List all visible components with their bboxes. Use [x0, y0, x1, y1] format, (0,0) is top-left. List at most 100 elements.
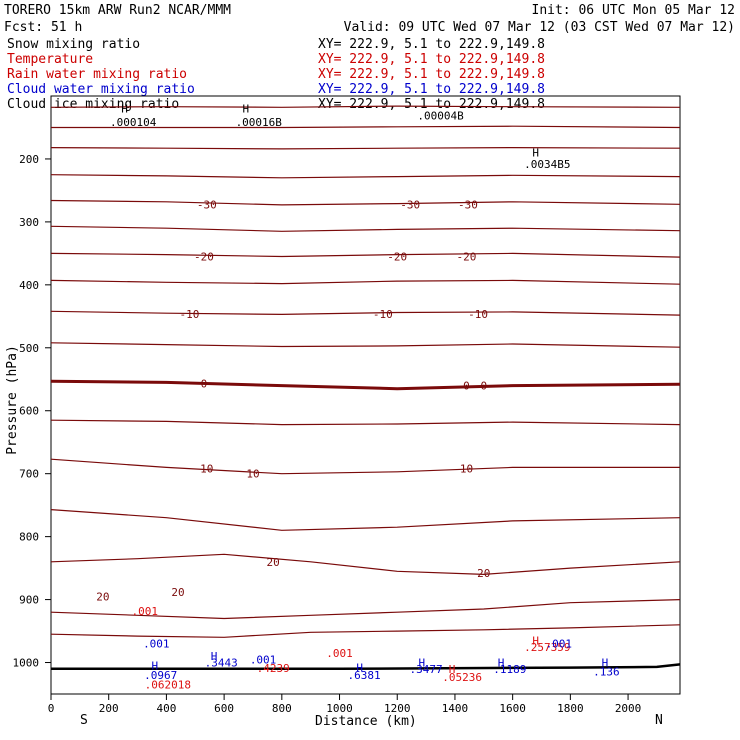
legend-item-2: Rain water mixing ratio: [7, 67, 187, 82]
contour-label-18: 20: [171, 586, 184, 599]
legend: Snow mixing ratio XY= 222.9, 5.1 to 222.9…: [7, 37, 545, 112]
x-tick-label-1800: 1800: [557, 702, 584, 715]
temperature-contour--45: [51, 125, 681, 129]
legend-xy-2: XY= 222.9, 5.1 to 222.9,149.8: [318, 67, 545, 82]
contour-label-35: .001: [326, 647, 353, 660]
temperature-contour-20: [50, 553, 681, 576]
contour-label-22: .00016B: [236, 116, 283, 129]
axes: Distance (km) Pressure (hPa) S N 0 200 400…: [5, 153, 663, 729]
contour-label-13: 10: [246, 468, 259, 481]
y-tick-label-200: 200: [19, 153, 39, 166]
legend-item-4: Cloud ice mixing ratio: [7, 97, 179, 112]
legend-xy-4: XY= 222.9, 5.1 to 222.9,149.8: [318, 97, 545, 112]
temperature-contour--40: [50, 146, 681, 150]
temperature-contour--25: [50, 225, 681, 232]
y-tick-label-1000: 1000: [13, 657, 40, 670]
contour-label-40: H: [449, 663, 456, 676]
x-end-label-left: S: [80, 713, 88, 728]
temperature-contour-0: [50, 379, 681, 391]
contour-label-19: H: [121, 103, 128, 116]
temperature-contour--30: [50, 199, 681, 206]
x-tick-label-2000: 2000: [615, 702, 642, 715]
contour-label-48: .136: [593, 665, 620, 678]
temperature-contour--35: [50, 174, 681, 179]
y-tick-label-800: 800: [19, 531, 39, 544]
contour-label-0: -30: [197, 198, 217, 211]
contour-label-39: .3477: [410, 663, 443, 676]
x-tick-label-400: 400: [156, 702, 176, 715]
plot-frame: [50, 95, 681, 695]
x-tick-label-600: 600: [214, 702, 234, 715]
contour-label-33: .001: [250, 653, 277, 666]
header-valid: Valid: 09 UTC Wed 07 Mar 12 (03 CST Wed …: [344, 20, 735, 35]
contour-label-36: H: [356, 662, 363, 675]
x-tick-label-1000: 1000: [326, 702, 353, 715]
legend-xy-3: XY= 222.9, 5.1 to 222.9,149.8: [318, 82, 545, 97]
contour-label-24: H: [532, 147, 539, 160]
contour-label-43: .1189: [493, 663, 526, 676]
x-tick-label-0: 0: [48, 702, 55, 715]
contour-label-21: H: [242, 103, 249, 116]
contour-label-20: .000104: [110, 116, 157, 129]
contour-label-9: 0: [201, 378, 208, 391]
y-tick-label-500: 500: [19, 342, 39, 355]
header-model: TORERO 15km ARW Run2 NCAR/MMM: [4, 3, 231, 18]
temperature-contour--50: [50, 105, 681, 108]
y-tick-label-300: 300: [19, 216, 39, 229]
x-tick-label-1600: 1600: [499, 702, 526, 715]
contour-label-28: H: [152, 660, 159, 673]
y-tick-label-900: 900: [19, 594, 39, 607]
contour-label-47: H: [602, 657, 609, 670]
contour-label-10: 0: [463, 380, 470, 393]
contour-label-15: 20: [267, 556, 280, 569]
contour-label-31: H: [211, 650, 218, 663]
header-init: Init: 06 UTC Mon 05 Mar 12: [532, 3, 736, 18]
x-tick-label-200: 200: [99, 702, 119, 715]
contour-label-16: 20: [477, 567, 490, 580]
contour-label-6: -10: [180, 308, 200, 321]
contour-label-3: -20: [194, 251, 214, 264]
contour-label-44: H: [532, 634, 539, 647]
temperature-contour--10: [50, 310, 681, 316]
plot-area: -30 -30 -30-20 -20 -20-10 -10 -100 0 010 10 102020…: [50, 95, 681, 695]
legend-xy-1: XY= 222.9, 5.1 to 222.9,149.8: [318, 52, 545, 67]
contour-label-38: H: [418, 657, 425, 670]
contour-label-41: .05236: [442, 671, 482, 684]
contour-label-23: .00004B: [417, 110, 464, 123]
legend-item-3: Cloud water mixing ratio: [7, 82, 195, 97]
temperature-contour-15: [50, 509, 681, 531]
y-tick-label-400: 400: [19, 279, 39, 292]
legend-item-1: Temperature: [7, 52, 93, 67]
temperature-contour--15: [50, 279, 681, 285]
x-tick-label-1400: 1400: [442, 702, 469, 715]
x-axis-label: Distance (km): [315, 714, 417, 729]
temperature-contour-10: [50, 458, 680, 475]
temperature-contour-30: [50, 624, 681, 638]
legend-xy-0: XY= 222.9, 5.1 to 222.9,149.8: [318, 37, 545, 52]
contour-label-11: 0: [480, 380, 487, 393]
x-tick-label-1200: 1200: [384, 702, 411, 715]
temperature-contour--5: [50, 342, 681, 348]
contour-label-29: .0967: [144, 669, 177, 682]
x-tick-label-800: 800: [272, 702, 292, 715]
contour-label-14: 10: [460, 463, 473, 476]
header: TORERO 15km ARW Run2 NCAR/MMM Init: 06 U…: [4, 3, 735, 35]
y-axis-label: Pressure (hPa): [5, 345, 20, 455]
contour-label-42: H: [498, 657, 505, 670]
contour-label-45: .257359: [524, 641, 570, 654]
contour-label-37: .6381: [347, 669, 380, 682]
y-tick-label-700: 700: [19, 468, 39, 481]
ground-line: [51, 663, 681, 671]
contour-label-4: -20: [387, 251, 407, 264]
legend-item-0: Snow mixing ratio: [7, 37, 140, 52]
contour-label-1: -30: [400, 198, 420, 211]
temperature-contour-5: [50, 419, 681, 426]
contour-label-17: 20: [96, 590, 109, 603]
contour-label-12: 10: [200, 463, 213, 476]
header-fcst: Fcst: 51 h: [4, 20, 82, 35]
contour-label-32: .3443: [205, 657, 238, 670]
contour-label-30: .062018: [145, 679, 191, 692]
temperature-contour--20: [50, 252, 681, 258]
